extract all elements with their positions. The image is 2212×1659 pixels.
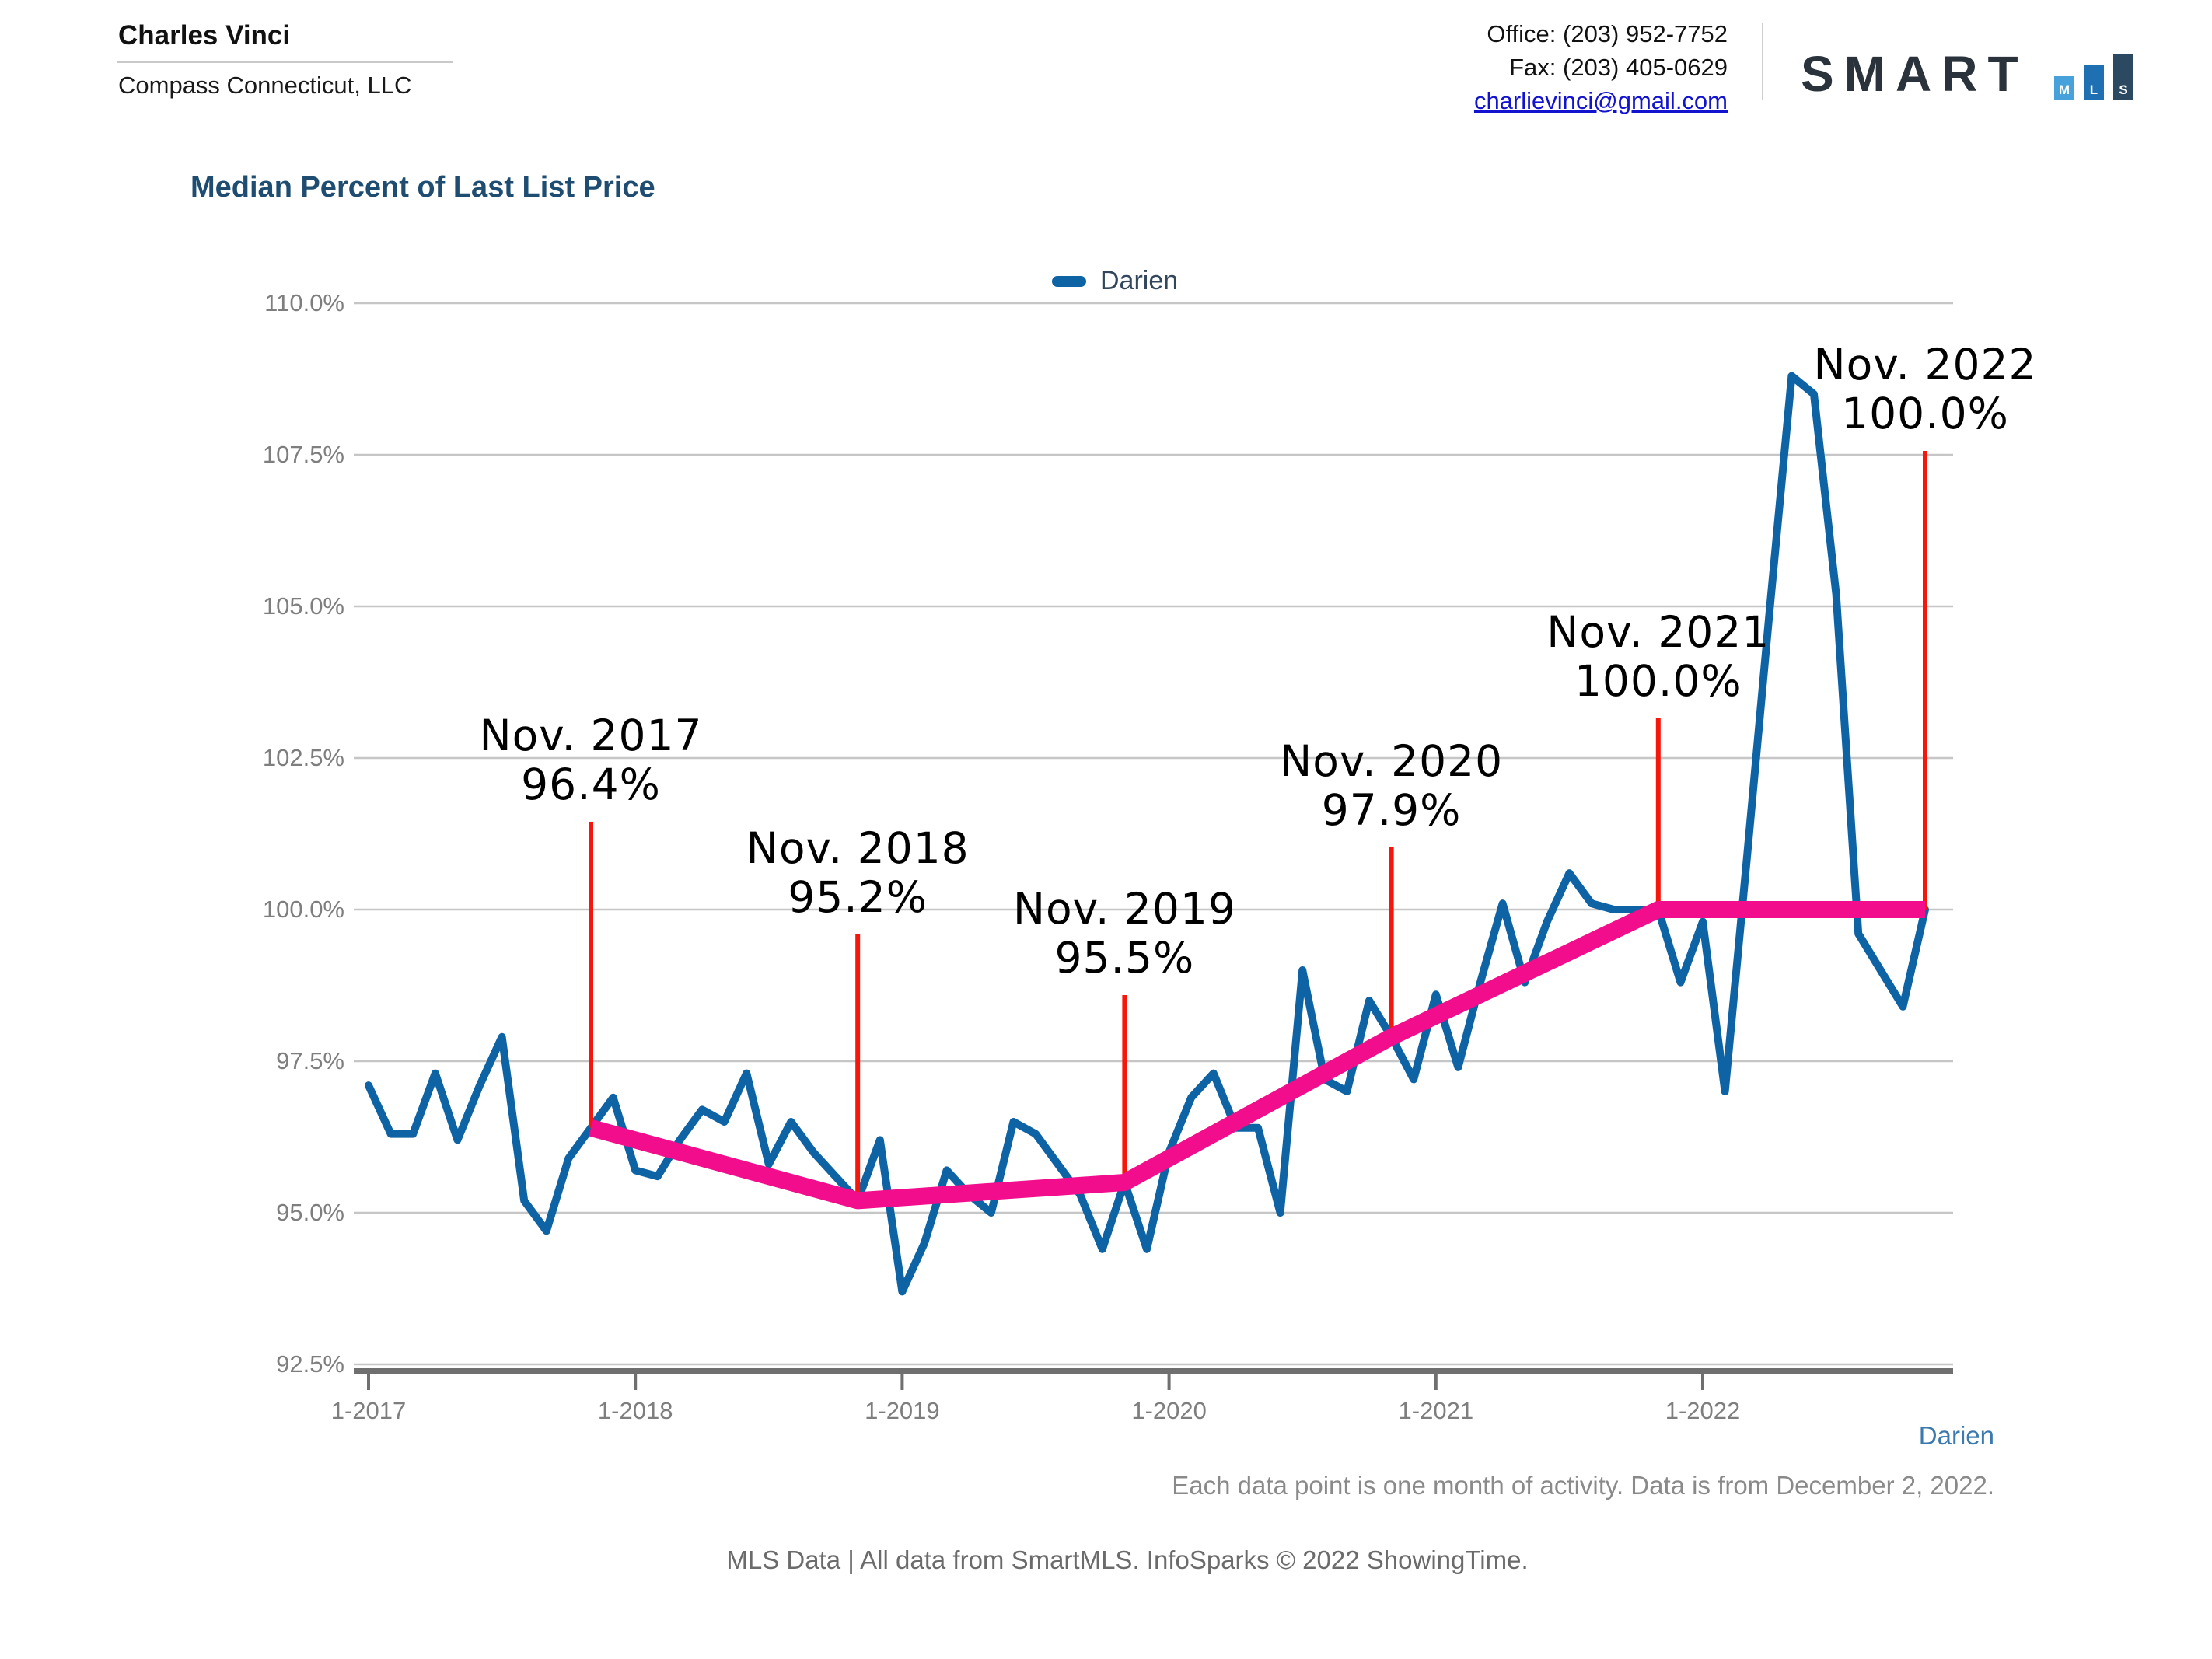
agent-name: Charles Vinci [118,20,291,51]
annotation-2018-11: Nov. 2018 95.2% [617,824,1099,922]
annotation-2017-11: Nov. 2017 96.4% [350,711,832,809]
chart-source-line: MLS Data | All data from SmartMLS. InfoS… [726,1545,1529,1574]
x-tick-label: 1-2021 [1398,1397,1474,1424]
y-tick-label: 92.5% [276,1350,344,1378]
series-label-bottom: Darien [1918,1421,1994,1450]
logo-bar-s: S [2113,54,2133,100]
logo-bar-l: L [2084,65,2104,100]
header-vertical-divider [1762,23,1763,100]
legend-label-darien: Darien [1100,266,1179,295]
y-tick-label: 102.5% [262,744,344,771]
annotation-value-label: 97.9% [1321,785,1462,835]
agent-company: Compass Connecticut, LLC [118,72,412,99]
y-tick-label: 97.5% [276,1047,344,1074]
y-tick-label: 107.5% [262,441,344,468]
y-tick-label: 95.0% [276,1199,344,1226]
legend-swatch-darien [1052,275,1086,287]
annotation-2021-11: Nov. 2021 100.0% [1417,608,1899,706]
annotation-date-label: Nov. 2018 [746,823,970,873]
office-phone: Office: (203) 952-7752 [1487,20,1728,47]
chart-footnote: Each data point is one month of activity… [1172,1471,1994,1500]
chart-legend[interactable]: Darien [1052,266,1178,296]
x-tick-label: 1-2018 [597,1397,673,1424]
x-tick-label: 1-2022 [1665,1397,1741,1424]
annotation-date-label: Nov. 2019 [1012,884,1236,934]
chart-title: Median Percent of Last List Price [190,171,655,204]
annotation-date-label: Nov. 2021 [1546,607,1770,657]
annotation-date-label: Nov. 2022 [1813,340,2037,389]
contact-block: Office: (203) 952-7752 Fax: (203) 405-06… [1474,20,1728,115]
agent-name-underline [117,61,453,63]
y-tick-label: 105.0% [262,592,344,620]
annotation-2022-11: Nov. 2022 100.0% [1684,341,2166,438]
email-link[interactable]: charlievinci@gmail.com [1473,87,1728,114]
annotation-value-label: 100.0% [1574,656,1742,706]
x-tick-label: 1-2017 [330,1397,407,1424]
annotation-date-label: Nov. 2017 [479,711,703,760]
y-tick-label: 110.0% [264,289,344,316]
annotation-value-label: 100.0% [1841,389,2009,438]
x-tick-label: 1-2020 [1131,1397,1207,1424]
smartmls-logo-word: SMART [1801,46,2029,102]
annotation-value-label: 95.2% [788,872,928,922]
annotation-date-label: Nov. 2020 [1280,736,1504,786]
x-tick-label: 1-2019 [865,1397,940,1424]
annotation-value-label: 95.5% [1054,933,1195,983]
annotation-value-label: 96.4% [521,760,661,809]
annotation-2020-11: Nov. 2020 97.9% [1151,737,1633,835]
y-tick-label: 100.0% [262,896,344,923]
logo-bar-m: M [2054,76,2074,100]
fax-number: Fax: (203) 405-0629 [1509,54,1728,81]
annotation-2019-11: Nov. 2019 95.5% [883,885,1365,983]
